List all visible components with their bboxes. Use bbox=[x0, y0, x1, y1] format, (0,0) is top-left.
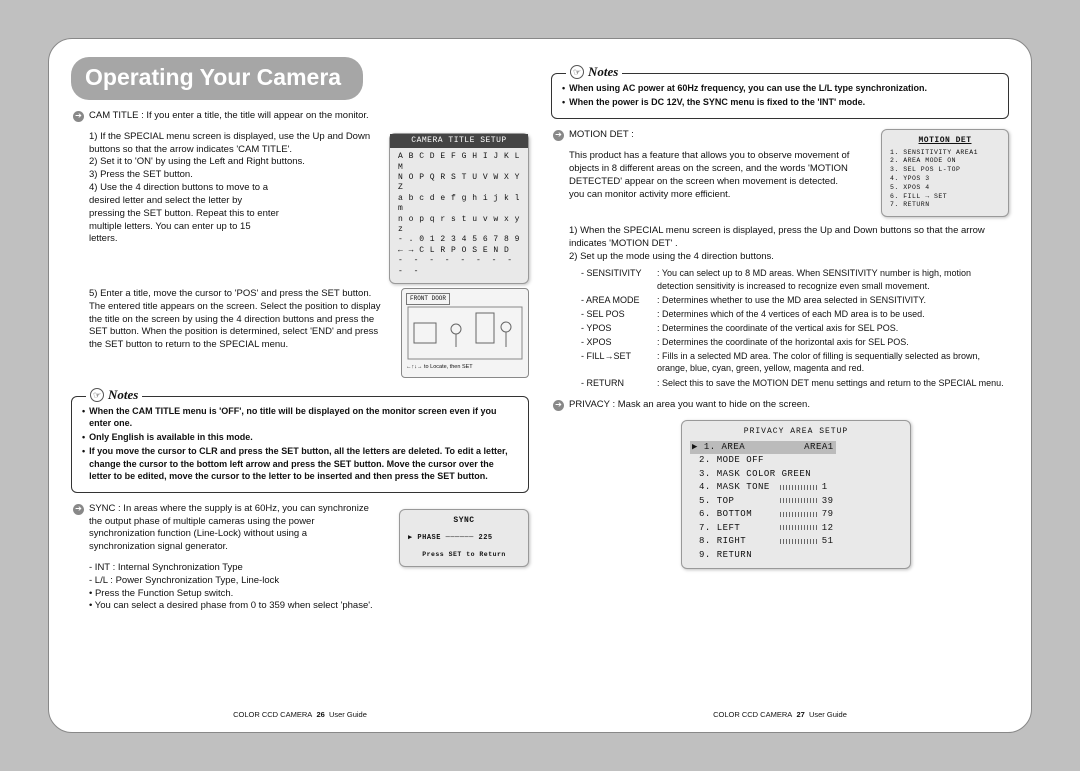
sync-heading: ➔ SYNC : In areas where the supply is at… bbox=[73, 503, 391, 554]
sync-phase: ▶ PHASE ────── 225 bbox=[408, 534, 520, 543]
motion-heading: ➔ MOTION DET : bbox=[553, 129, 873, 142]
motion-p1: This product has a feature that allows y… bbox=[569, 150, 864, 188]
row: N O P Q R S T U V W X Y Z bbox=[398, 173, 520, 194]
motion-s2: 2) Set up the mode using the 4 direction… bbox=[569, 251, 1009, 264]
def-return: - RETURN: Select this to save the MOTION… bbox=[581, 377, 1009, 389]
row: 3. SEL POS L-TOP bbox=[890, 166, 1000, 175]
notes-title: Notes bbox=[108, 386, 138, 404]
hand-icon: ☞ bbox=[90, 388, 104, 402]
def-sensitivity: - SENSITIVITY: You can select up to 8 MD… bbox=[581, 267, 1009, 291]
sync-ll: - L/L : Power Synchronization Type, Line… bbox=[89, 575, 529, 588]
row: ← → C L R P O S E N D bbox=[398, 246, 520, 256]
setup-title: CAMERA TITLE SETUP bbox=[390, 134, 528, 148]
motion-label: MOTION DET : bbox=[569, 129, 634, 142]
step4: 4) Use the 4 direction buttons to move t… bbox=[89, 182, 279, 246]
sync-b2: • You can select a desired phase from 0 … bbox=[89, 600, 529, 613]
right-page: ☞ Notes When using AC power at 60Hz freq… bbox=[551, 57, 1009, 722]
arrow-icon: ➔ bbox=[73, 111, 84, 122]
position-illustration: FRONT DOOR ←↑↓→ to Locate, then SET bbox=[401, 288, 529, 378]
row: 7. RETURN bbox=[890, 201, 1000, 210]
privacy-heading: ➔ PRIVACY : Mask an area you want to hid… bbox=[553, 399, 1009, 412]
row: - - - - - - - - - - bbox=[398, 256, 520, 277]
camtitle-text: CAM TITLE : If you enter a title, the ti… bbox=[89, 110, 369, 123]
camtitle-heading: ➔ CAM TITLE : If you enter a title, the … bbox=[73, 110, 529, 123]
row: 4. YPOS 3 bbox=[890, 175, 1000, 184]
priv-row: 7. LEFT 12 bbox=[690, 522, 902, 536]
row: a b c d e f g h i j k l m bbox=[398, 194, 520, 215]
def-selpos: - SEL POS: Determines which of the 4 ver… bbox=[581, 308, 1009, 320]
notes-label: ☞ Notes bbox=[566, 63, 622, 81]
sync-hint: Press SET to Return bbox=[408, 551, 520, 559]
def-areamode: - AREA MODE: Determines whether to use t… bbox=[581, 294, 1009, 306]
privacy-area-screen: PRIVACY AREA SETUP ▶ 1. AREA AREA1 2. MO… bbox=[681, 420, 911, 570]
notes-label: ☞ Notes bbox=[86, 386, 142, 404]
page-title: Operating Your Camera bbox=[71, 57, 363, 100]
sync-screen: SYNC ▶ PHASE ────── 225 Press SET to Ret… bbox=[399, 509, 529, 567]
note-item: When using AC power at 60Hz frequency, y… bbox=[562, 82, 998, 94]
arrow-icon: ➔ bbox=[73, 504, 84, 515]
sync-b1: • Press the Function Setup switch. bbox=[89, 588, 529, 601]
sync-text: SYNC : In areas where the supply is at 6… bbox=[89, 503, 369, 554]
right-footer: COLOR CCD CAMERA 27 User Guide bbox=[551, 710, 1009, 720]
arrow-icon: ➔ bbox=[553, 130, 564, 141]
priv-row: 5. TOP 39 bbox=[690, 495, 902, 509]
note-item: When the power is DC 12V, the SYNC menu … bbox=[562, 96, 998, 108]
room-illustration-icon bbox=[406, 305, 524, 361]
priv-row: 8. RIGHT 51 bbox=[690, 535, 902, 549]
priv-row: 6. BOTTOM 79 bbox=[690, 508, 902, 522]
row: n o p q r s t u v w x y z bbox=[398, 215, 520, 236]
manual-spread: Operating Your Camera ➔ CAM TITLE : If y… bbox=[48, 38, 1032, 733]
row: - . 0 1 2 3 4 5 6 7 8 9 bbox=[398, 235, 520, 245]
privacy-text: PRIVACY : Mask an area you want to hide … bbox=[569, 399, 810, 412]
row: 2. AREA MODE ON bbox=[890, 157, 1000, 166]
priv-title: PRIVACY AREA SETUP bbox=[690, 427, 902, 437]
camera-title-setup-screen: CAMERA TITLE SETUP A B C D E F G H I J K… bbox=[389, 133, 529, 284]
notes-box-top: ☞ Notes When using AC power at 60Hz freq… bbox=[551, 73, 1009, 119]
priv-row: 4. MASK TONE 1 bbox=[690, 481, 902, 495]
def-fillset: - FILL→SET: Fills in a selected MD area.… bbox=[581, 350, 1009, 374]
row: 6. FILL → SET bbox=[890, 193, 1000, 202]
left-footer: COLOR CCD CAMERA 26 User Guide bbox=[71, 710, 529, 720]
priv-row: ▶ 1. AREA AREA1 bbox=[690, 441, 902, 455]
hand-icon: ☞ bbox=[570, 65, 584, 79]
left-page: Operating Your Camera ➔ CAM TITLE : If y… bbox=[71, 57, 529, 722]
note-item: Only English is available in this mode. bbox=[82, 431, 518, 443]
sync-title: SYNC bbox=[408, 516, 520, 526]
note-item: If you move the cursor to CLR and press … bbox=[82, 445, 518, 481]
illust-hint: ←↑↓→ to Locate, then SET bbox=[406, 364, 524, 371]
step5: 5) Enter a title, move the cursor to 'PO… bbox=[89, 288, 389, 352]
priv-row: 9. RETURN bbox=[690, 549, 902, 563]
def-ypos: - YPOS: Determines the coordinate of the… bbox=[581, 322, 1009, 334]
motion-det-screen: MOTION DET 1. SENSITIVITY AREA1 2. AREA … bbox=[881, 129, 1009, 217]
priv-row: 3. MASK COLOR GREEN bbox=[690, 468, 902, 482]
row: 5. XPOS 4 bbox=[890, 184, 1000, 193]
priv-row: 2. MODE OFF bbox=[690, 454, 902, 468]
row: 1. SENSITIVITY AREA1 bbox=[890, 149, 1000, 158]
row: A B C D E F G H I J K L M bbox=[398, 152, 520, 173]
notes-title: Notes bbox=[588, 63, 618, 81]
motion-title: MOTION DET bbox=[890, 136, 1000, 146]
arrow-icon: ➔ bbox=[553, 400, 564, 411]
notes-box-1: ☞ Notes When the CAM TITLE menu is 'OFF'… bbox=[71, 396, 529, 493]
illust-label: FRONT DOOR bbox=[406, 293, 450, 305]
def-xpos: - XPOS: Determines the coordinate of the… bbox=[581, 336, 1009, 348]
note-item: When the CAM TITLE menu is 'OFF', no tit… bbox=[82, 405, 518, 429]
motion-s1: 1) When the SPECIAL menu screen is displ… bbox=[569, 225, 1009, 251]
